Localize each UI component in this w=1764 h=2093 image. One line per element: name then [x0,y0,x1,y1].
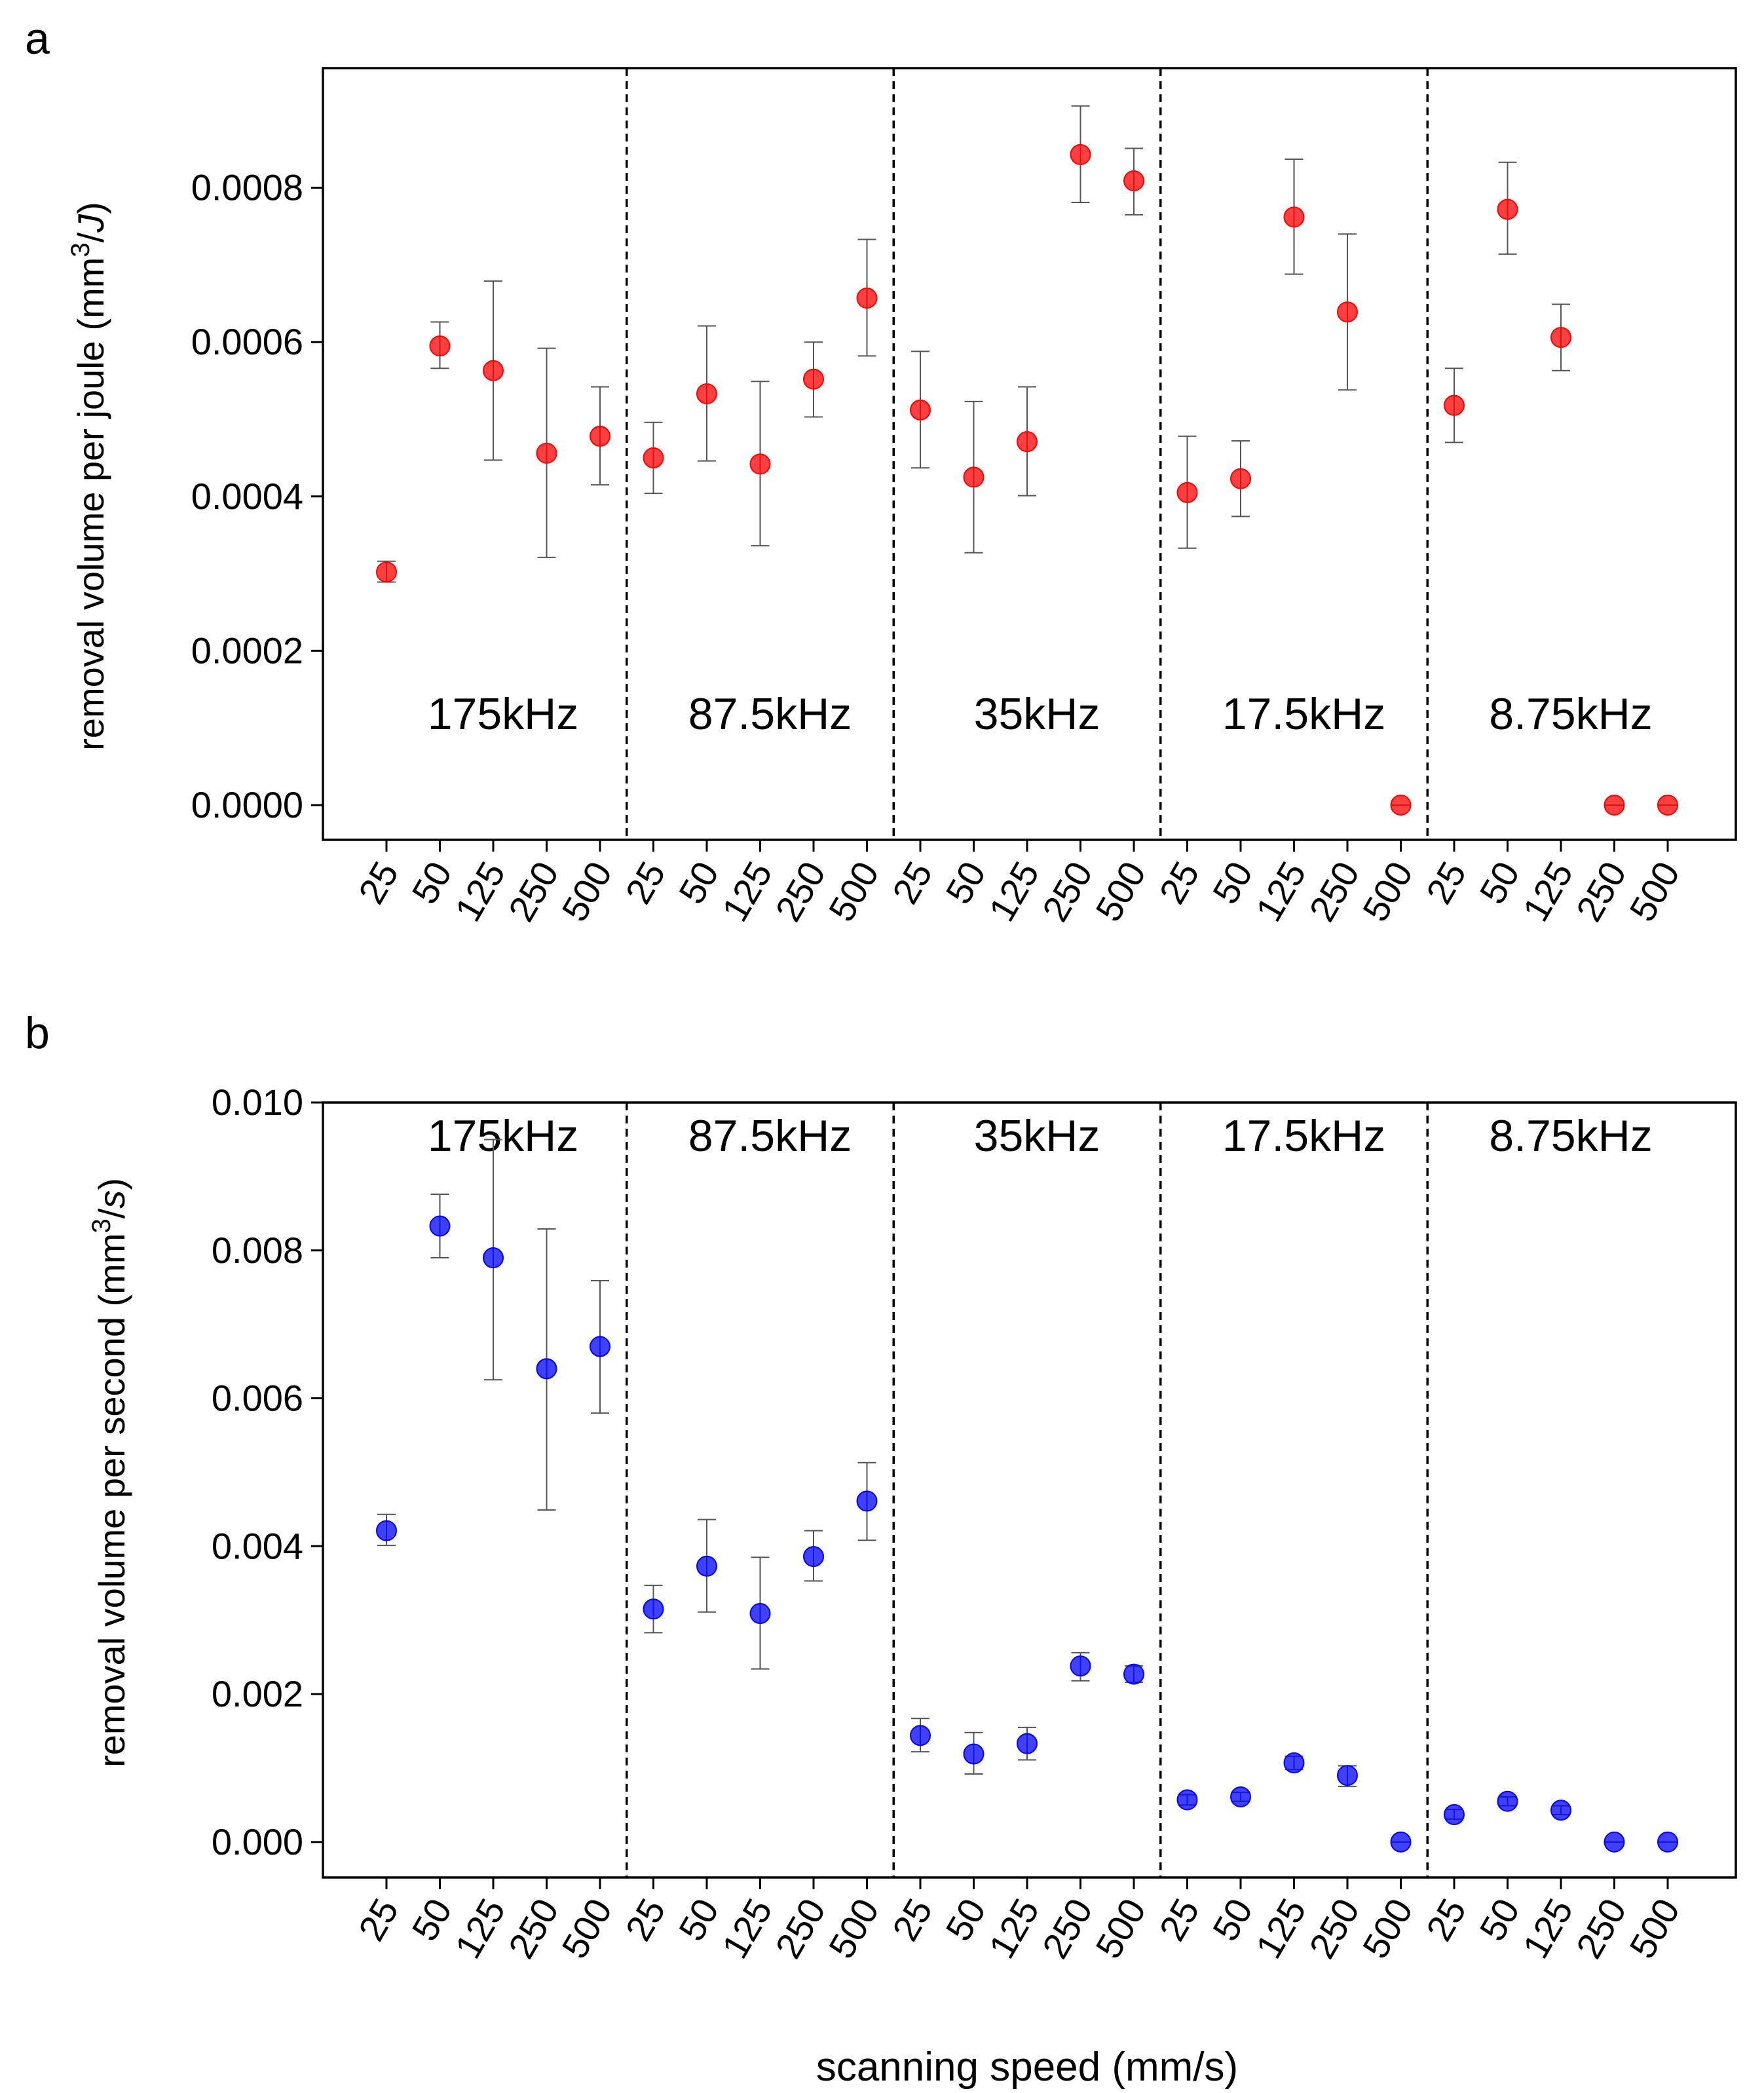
panel-a-y-axis-label-unit: J [70,214,111,233]
panel-a-data-point [1604,794,1625,816]
panel-a-group-label: 17.5kHz [1222,689,1385,739]
panel-a-data-point [1550,327,1571,349]
panel-b-y-tick-label: 0.006 [212,1378,303,1419]
panel-a-y-tick-label: 0.0000 [191,784,303,825]
panel-b-data-point [1444,1804,1465,1826]
panel-a-data-point [1070,143,1091,165]
panel-b-data-point [376,1520,397,1541]
panel-a-data-point [376,561,397,583]
panel-b-data-point [856,1490,878,1512]
panel-b-data-point [963,1743,985,1765]
panel-a-y-axis-label: removal volume per joule (mm3/J) [66,202,111,751]
panel-a-group-label: 35kHz [974,689,1100,739]
panel-a-group-label: 175kHz [428,689,579,739]
panel-b-data-point [1070,1655,1091,1677]
panel-b-data-point [1550,1800,1571,1821]
panel-a-data-point [1176,481,1198,503]
panel-a-data-point [910,399,931,421]
panel-b-y-axis-label: removal volume per second (mm3/s) [87,1178,132,1767]
panel-a-data-point [856,288,878,309]
panel-b-data-point [1123,1663,1144,1685]
panel-b-group-label: 175kHz [428,1111,579,1161]
panel-b-data-point [1657,1831,1678,1853]
panel-b-data-point [590,1336,610,1357]
panel-a-data-point [429,335,451,357]
panel-a-data-point [1497,198,1518,220]
panel-b-data-point [696,1555,717,1577]
panel-b-y-tick-label: 0.004 [212,1525,303,1566]
panel-a-y-tick-label: 0.0006 [191,321,303,362]
panel-b-data-point [643,1598,664,1620]
panel-b-group-label: 35kHz [974,1111,1100,1161]
panel-a-data-point [1123,170,1144,191]
panel-b-y-tick-label: 0.000 [212,1821,303,1862]
panel-b-y-axis-label-close: ) [91,1178,132,1190]
panel-b-data-point [1497,1790,1518,1812]
panel-a-data-point [1390,794,1412,816]
panel-b-data-point [803,1546,824,1568]
panel-a-data-point [1230,468,1251,489]
panel-a-data-point [643,447,664,468]
panel-a-label: a [25,14,50,64]
panel-b-data-point [1176,1789,1198,1811]
panel-a-data-point [803,368,824,390]
panel-b-data-point [1017,1733,1038,1754]
panel-b-data-point [483,1247,504,1269]
panel-b-y-tick-label: 0.010 [212,1082,303,1123]
panel-b-data-point [536,1358,557,1380]
panel-a-y-tick-label: 0.0008 [191,167,303,208]
panel-b-data-point [910,1725,931,1746]
panel-a-data-point [1017,431,1038,453]
panel-b-data-point [429,1215,451,1237]
panel-b-data-point [1604,1831,1625,1853]
panel-b-y-axis-label-superscript: 3 [87,1218,116,1233]
panel-a-data-point [483,360,504,381]
panel-b-label: b [25,1008,50,1058]
panel-b-data-point [1337,1765,1358,1786]
panel-b-x-axis-label: scanning speed (mm/s) [816,2045,1238,2090]
panel-b-group-label: 8.75kHz [1489,1111,1652,1161]
panel-b-data-point [749,1603,771,1625]
panel-b-group-label: 87.5kHz [688,1111,852,1161]
panel-a-data-point [590,425,610,447]
panel-b-y-axis-label-unit: s [91,1190,132,1209]
panel-a-data-point [696,383,717,405]
panel-a-y-axis-label-close: ) [70,202,111,214]
panel-b-y-axis-label-main: removal volume per second (mm [91,1234,132,1767]
panel-a-group-label: 87.5kHz [688,689,852,739]
panel-a-y-axis-label-main: removal volume per joule (mm [70,257,111,751]
panel-a-group-label: 8.75kHz [1489,689,1652,739]
panel-b-data-point [1230,1786,1251,1807]
panel-a-y-axis-label-superscript: 3 [66,242,95,257]
panel-a-y-tick-label: 0.0002 [191,630,303,671]
panel-a-data-point [536,442,557,464]
panel-b-data-point [1390,1831,1412,1853]
panel-a-data-point [749,453,771,475]
panel-b-data-point [1283,1752,1305,1774]
panel-b-axes-frame [322,1101,1737,1879]
panel-a-data-point [1283,206,1305,228]
panel-b-y-tick-label: 0.008 [212,1230,303,1271]
panel-b-group-label: 17.5kHz [1222,1111,1385,1161]
panel-b-y-axis-label-slash: / [91,1208,132,1218]
panel-a-y-tick-label: 0.0004 [191,476,303,517]
panel-a-axes-frame [322,67,1737,841]
panel-a-y-axis-label-slash: / [70,232,111,242]
panel-a-data-point [1657,794,1678,816]
panel-a-data-point [1337,301,1358,323]
panel-b-y-tick-label: 0.002 [212,1673,303,1714]
panel-a-data-point [1444,394,1465,416]
panel-a-data-point [963,466,985,488]
